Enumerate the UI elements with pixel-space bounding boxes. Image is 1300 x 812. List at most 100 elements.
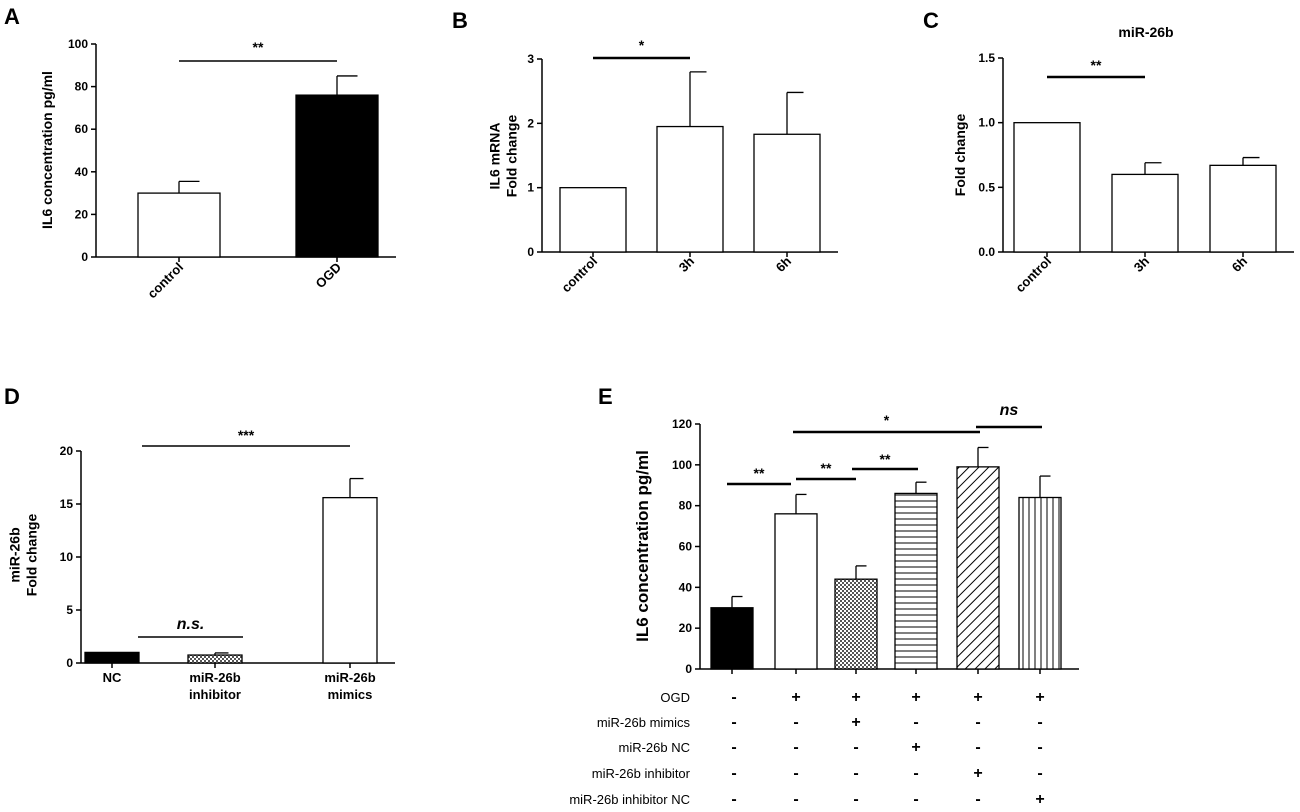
condition-mark: - — [913, 765, 918, 782]
y-tick-label: 3 — [527, 52, 534, 66]
condition-mark: - — [975, 714, 980, 731]
panel-E: E 0 20 40 60 80 100 120 IL6 concentration pg/ml *… — [569, 384, 1079, 808]
y-tick-label: 20 — [75, 207, 89, 221]
y-tick-label: 60 — [679, 540, 693, 554]
x-tick-label: 6h — [1229, 253, 1250, 274]
condition-mark: + — [1035, 791, 1044, 808]
y-tick-label: 120 — [672, 417, 692, 431]
y-axis-title: miR-26b Fold change — [7, 514, 40, 597]
bar — [656, 125, 724, 253]
significance-label: * — [639, 37, 645, 53]
y-tick-label: 20 — [60, 444, 74, 458]
condition-mark: - — [731, 714, 736, 731]
condition-row-label: miR-26b mimics — [597, 715, 691, 730]
condition-mark: + — [973, 689, 982, 706]
y-tick-label: 1 — [527, 181, 534, 195]
bar — [295, 94, 379, 258]
condition-mark: - — [853, 765, 858, 782]
bar — [84, 651, 140, 664]
condition-mark: + — [791, 689, 800, 706]
y-tick-label: 0.5 — [978, 180, 995, 194]
x-tick-label: control — [1012, 254, 1054, 296]
condition-mark: - — [731, 739, 736, 756]
x-tick-label-line: mimics — [328, 687, 373, 702]
significance-label: ** — [1091, 57, 1102, 73]
significance-label: ** — [880, 451, 891, 467]
x-tick-label: OGD — [313, 260, 345, 292]
y-axis-title: IL6 concentration pg/ml — [633, 450, 652, 642]
y-tick-label: 60 — [75, 122, 89, 136]
panel-label: B — [452, 8, 468, 33]
panel-B: B 0 1 2 3 IL6 mRNA Fold change control 3h 6h * — [452, 8, 838, 295]
condition-mark: - — [793, 714, 798, 731]
condition-mark: - — [731, 791, 736, 808]
significance-label: n.s. — [177, 616, 205, 633]
y-axis-title-line: Fold change — [24, 514, 40, 597]
bar — [137, 192, 221, 258]
x-tick-label: miR-26b mimics — [324, 670, 375, 702]
bar — [834, 578, 878, 670]
bar — [1209, 164, 1277, 253]
x-tick-label: miR-26b inhibitor — [189, 670, 241, 702]
condition-mark: + — [851, 714, 860, 731]
y-tick-label: 20 — [679, 621, 693, 635]
bar — [956, 466, 1000, 670]
y-tick-label: 0 — [81, 250, 88, 264]
x-tick-label-line: NC — [103, 670, 122, 685]
condition-mark: + — [851, 689, 860, 706]
significance-label: * — [884, 412, 890, 428]
y-tick-label: 40 — [75, 165, 89, 179]
panel-label: C — [923, 8, 939, 33]
y-axis-title: IL6 concentration pg/ml — [39, 71, 55, 229]
significance-label: *** — [238, 427, 255, 443]
y-tick-label: 0.0 — [978, 245, 995, 259]
significance-label: ** — [821, 460, 832, 476]
y-tick-label: 100 — [672, 458, 692, 472]
panel-label: D — [4, 384, 20, 409]
x-tick-label-line: miR-26b — [189, 670, 240, 685]
y-axis-title-line: miR-26b — [7, 527, 23, 582]
bar — [1013, 122, 1081, 253]
chart-title: miR-26b — [1118, 24, 1173, 40]
x-tick-label: 6h — [773, 253, 794, 274]
y-tick-label: 40 — [679, 580, 693, 594]
y-axis-title: Fold change — [952, 114, 968, 197]
y-axis-title-line: IL6 mRNA — [487, 123, 503, 190]
condition-mark: - — [793, 739, 798, 756]
significance-label: ** — [754, 465, 765, 481]
condition-mark: + — [911, 689, 920, 706]
y-tick-label: 0 — [685, 662, 692, 676]
y-tick-label: 0 — [66, 656, 73, 670]
condition-mark: + — [1035, 689, 1044, 706]
bar — [187, 654, 243, 664]
condition-mark: + — [973, 765, 982, 782]
condition-row-label: miR-26b NC — [618, 740, 690, 755]
condition-mark: - — [853, 791, 858, 808]
bar — [322, 496, 378, 664]
y-axis-title-line: Fold change — [504, 115, 520, 198]
y-axis-title-line: Fold change — [952, 114, 968, 197]
condition-row-label: miR-26b inhibitor — [592, 766, 691, 781]
condition-mark: - — [913, 714, 918, 731]
x-tick-label: NC — [103, 670, 122, 685]
bar — [559, 187, 627, 253]
y-axis-title-line: IL6 concentration pg/ml — [39, 71, 55, 229]
condition-row-label: OGD — [660, 690, 690, 705]
panel-label: E — [598, 384, 613, 409]
y-tick-label: 1.0 — [978, 116, 995, 130]
condition-mark: - — [793, 791, 798, 808]
x-tick-label: control — [558, 254, 600, 296]
x-tick-label: control — [144, 260, 186, 302]
y-tick-label: 2 — [527, 116, 534, 130]
bar — [710, 607, 754, 670]
significance-label: ** — [253, 39, 264, 55]
x-tick-label-line: inhibitor — [189, 687, 241, 702]
condition-mark: - — [1037, 739, 1042, 756]
y-tick-label: 1.5 — [978, 51, 995, 65]
condition-mark: - — [731, 689, 736, 706]
y-tick-label: 80 — [75, 80, 89, 94]
condition-mark: - — [1037, 765, 1042, 782]
x-tick-label: 3h — [676, 253, 697, 274]
